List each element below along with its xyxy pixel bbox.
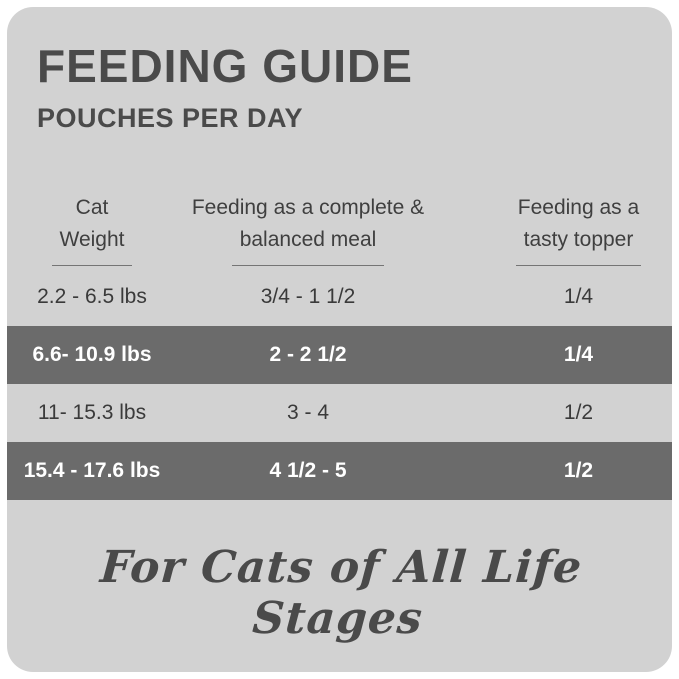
- tasty-topper-value: 1/2: [563, 401, 594, 424]
- column-header-complete-meal: Feeding as a complete & balanced meal: [177, 192, 439, 266]
- column-header-tasty-topper: Feeding as a tasty topper: [439, 192, 672, 266]
- tasty-topper-value: 1/4: [563, 343, 594, 366]
- table-row: 2.2 - 6.5 lbs 3/4 - 1 1/2 1/4: [7, 268, 672, 326]
- feeding-guide-panel: FEEDING GUIDE POUCHES PER DAY Cat Weight…: [7, 7, 672, 672]
- feeding-table: Cat Weight Feeding as a complete & balan…: [7, 192, 672, 500]
- complete-meal-value: 4 1/2 - 5: [269, 459, 347, 482]
- tasty-topper-value: 1/2: [563, 459, 594, 482]
- column-header-underline-wrap: balanced meal: [177, 224, 439, 266]
- column-header-line: balanced meal: [231, 224, 385, 266]
- table-row: 11- 15.3 lbs 3 - 4 1/2: [7, 384, 672, 442]
- column-header-line: Feeding as a: [517, 196, 640, 219]
- cat-weight-value: 11- 15.3 lbs: [37, 401, 147, 424]
- column-header-line: Cat: [75, 196, 109, 219]
- column-header-line: tasty topper: [515, 224, 642, 266]
- page-title: FEEDING GUIDE: [37, 40, 413, 92]
- complete-meal-value: 2 - 2 1/2: [269, 343, 347, 366]
- tagline-text: For Cats of All Life Stages: [98, 542, 584, 644]
- column-header-underline-wrap: tasty topper: [485, 224, 672, 266]
- page-subtitle: POUCHES PER DAY: [37, 103, 304, 133]
- cat-weight-value: 6.6- 10.9 lbs: [32, 343, 152, 366]
- table-row-highlighted: 15.4 - 17.6 lbs 4 1/2 - 5 1/2: [7, 442, 672, 500]
- cat-weight-value: 2.2 - 6.5 lbs: [37, 285, 147, 308]
- column-header-underline-wrap: Weight: [7, 224, 177, 266]
- header: FEEDING GUIDE POUCHES PER DAY: [7, 7, 672, 134]
- complete-meal-value: 3 - 4: [286, 401, 330, 424]
- table-row-highlighted: 6.6- 10.9 lbs 2 - 2 1/2 1/4: [7, 326, 672, 384]
- cat-weight-value: 15.4 - 17.6 lbs: [23, 459, 161, 482]
- column-header-cat-weight: Cat Weight: [7, 192, 177, 266]
- tasty-topper-value: 1/4: [563, 285, 594, 308]
- column-header-line: Weight: [51, 224, 133, 266]
- table-header-row: Cat Weight Feeding as a complete & balan…: [7, 192, 672, 266]
- column-header-line: Feeding as a complete &: [191, 196, 425, 219]
- complete-meal-value: 3/4 - 1 1/2: [260, 285, 356, 308]
